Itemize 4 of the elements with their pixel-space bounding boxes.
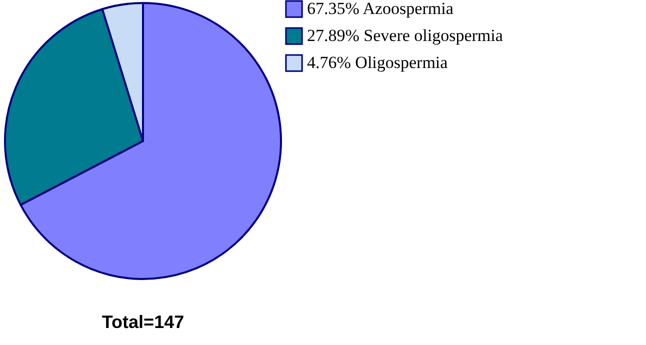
legend-label: 4.76% Oligospermia [307, 53, 448, 72]
legend-label: 27.89% Severe oligospermia [307, 26, 504, 45]
text: Total=147 [102, 312, 184, 332]
legend-label: 67.35% Azoospermia [307, 0, 454, 18]
